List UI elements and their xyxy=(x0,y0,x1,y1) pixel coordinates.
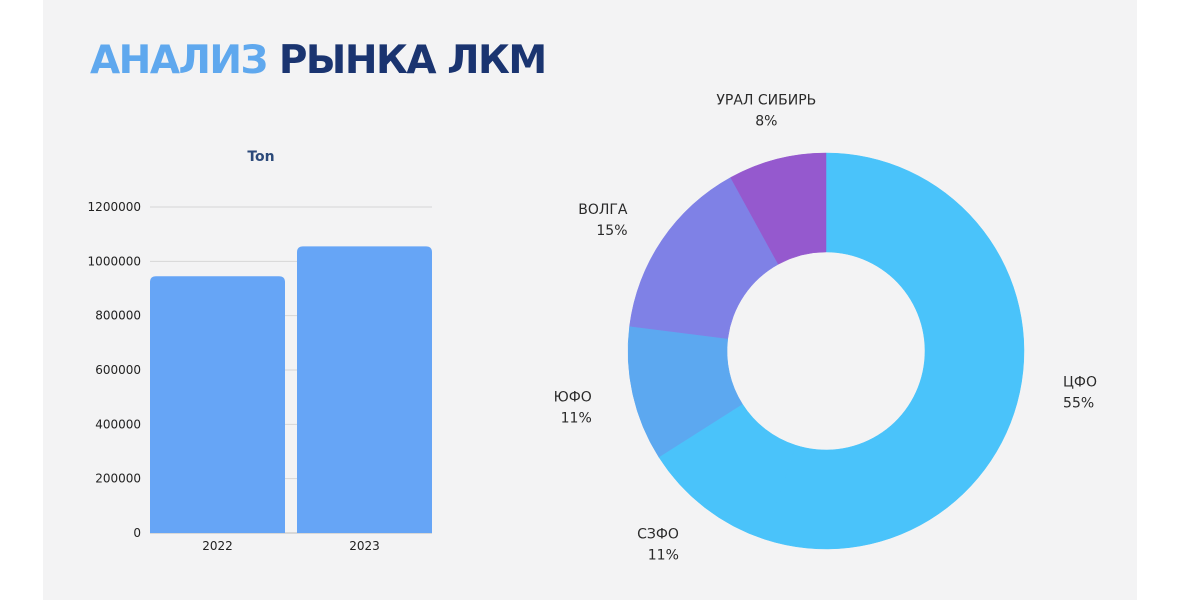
y-tick-label: 200000 xyxy=(95,472,141,486)
x-tick-label: 2023 xyxy=(349,539,380,553)
page-title-part2: РЫНКА ЛКМ xyxy=(278,38,547,83)
slice-percent: 11% xyxy=(561,410,592,426)
slice-percent: 8% xyxy=(755,114,777,130)
page-title-part1: АНАЛИЗ xyxy=(90,38,268,83)
y-tick-label: 800000 xyxy=(95,309,141,323)
donut-slice xyxy=(764,152,1025,550)
slice-label: ВОЛГА xyxy=(578,202,628,218)
y-tick-label: 1200000 xyxy=(88,200,141,214)
slice-label: СЗФО xyxy=(637,527,679,543)
slice-label: ЦФО xyxy=(1063,375,1097,391)
y-tick-label: 1000000 xyxy=(88,254,141,268)
donut-slice xyxy=(730,152,827,265)
bar-chart-title: Ton xyxy=(247,149,274,165)
slice-percent: 11% xyxy=(648,548,679,564)
x-tick-label: 2022 xyxy=(202,539,233,553)
slice-percent: 55% xyxy=(1063,396,1094,412)
slice-label: УРАЛ СИБИРЬ xyxy=(716,93,816,109)
y-tick-label: 0 xyxy=(133,526,141,540)
page-title: АНАЛИЗ РЫНКА ЛКМ xyxy=(90,38,547,83)
y-tick-label: 400000 xyxy=(95,417,141,431)
slice-label: ЮФО xyxy=(554,389,592,405)
bar-2022 xyxy=(150,276,285,533)
slice-percent: 15% xyxy=(596,223,627,239)
bar-2023 xyxy=(297,246,432,533)
y-tick-label: 600000 xyxy=(95,363,141,377)
